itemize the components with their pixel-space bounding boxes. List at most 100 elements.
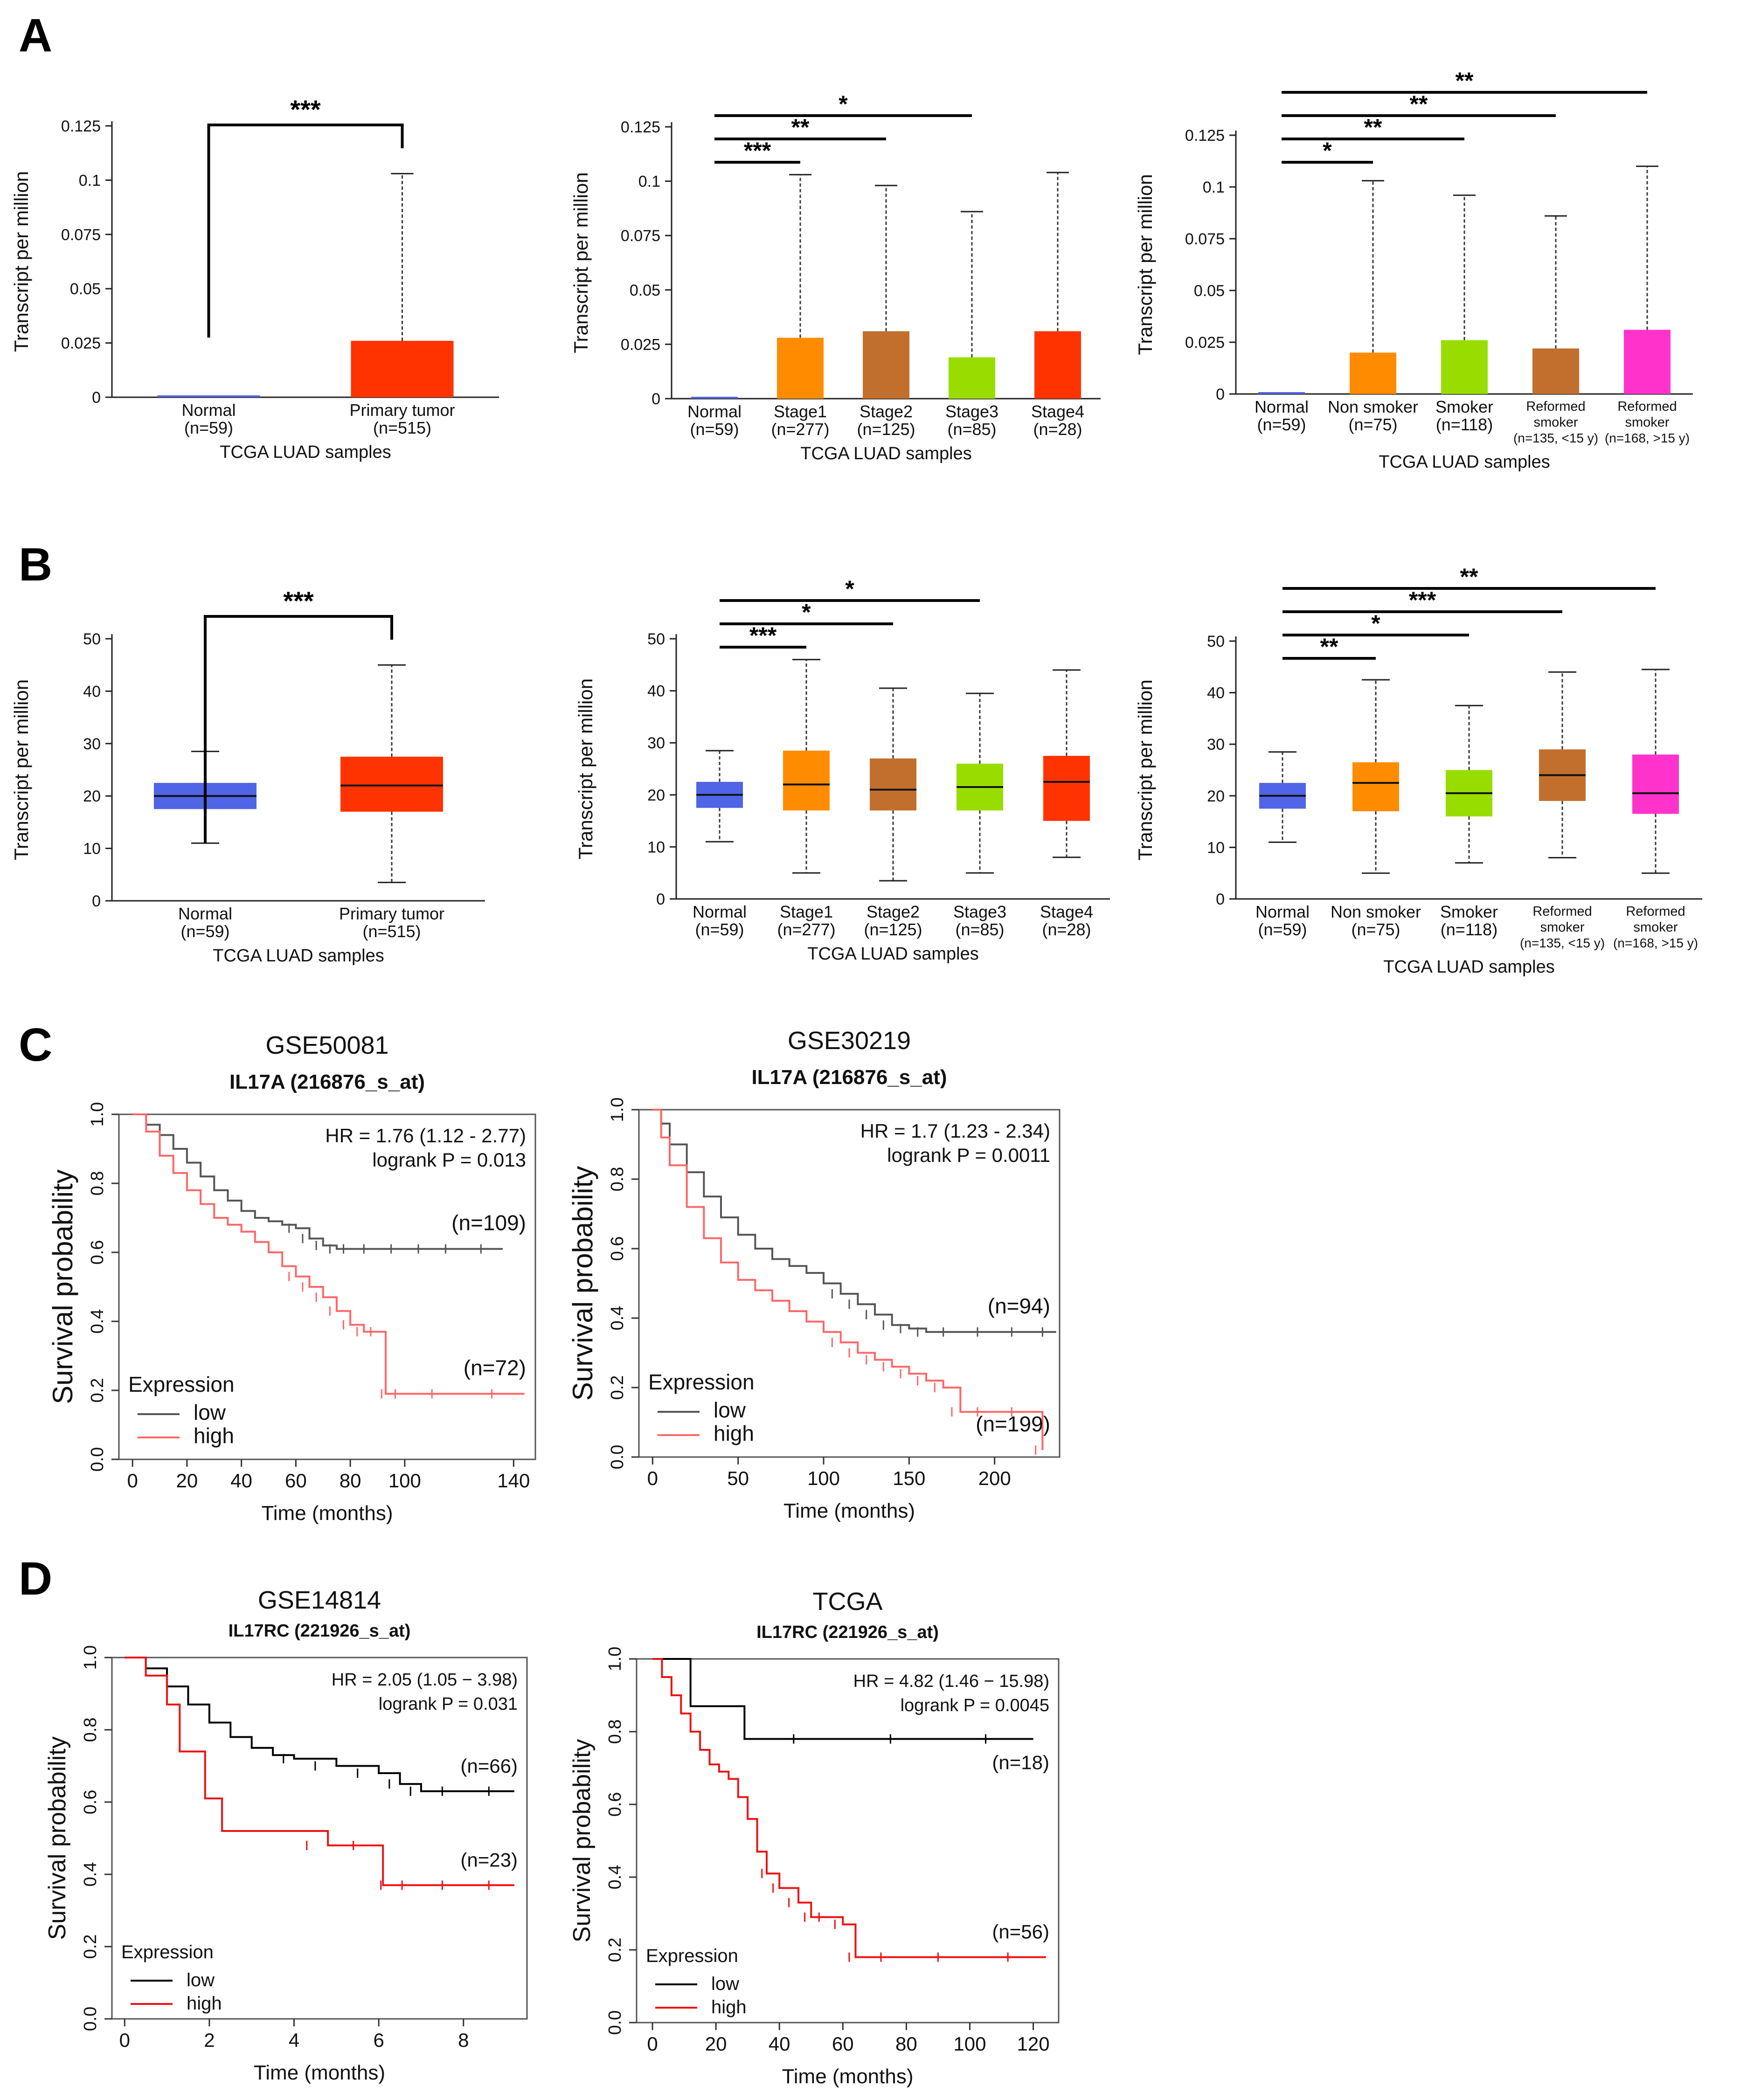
x-tick-label: Smoker [1440,902,1498,921]
y-tick-label: 0.0 [605,2010,625,2035]
y-tick-label: 0.8 [81,1718,100,1742]
y-tick-label: 0.0 [81,2007,100,2031]
significance-label: * [1323,138,1332,164]
bar [1350,352,1396,394]
y-tick-label: 0.2 [608,1375,627,1400]
x-tick-label: Normal [178,904,232,923]
y-tick-label: 0.0 [88,1447,107,1472]
y-tick-label: 50 [647,630,665,648]
legend-label-high: high [714,1421,754,1445]
significance-label: * [1371,610,1380,636]
x-tick-label: Stage2 [867,902,920,921]
chart-subtitle: IL17RC (221926_s_at) [756,1623,939,1642]
x-tick-count: (n=135, <15 y) [1520,936,1605,950]
panel-label-b: B [19,539,52,591]
x-tick-label: Stage2 [860,402,913,421]
x-tick-label: 20 [176,1470,198,1492]
x-tick-label: 60 [285,1470,307,1492]
chart-a2: 0 0.025 0.05 0.075 0.1 0.125 Transcript per mi… [570,91,1101,463]
y-tick-label: 1.0 [88,1102,107,1127]
y-tick-label: 0.2 [605,1938,625,1962]
y-tick-label: 40 [1207,684,1225,702]
y-axis-label: Transcript per million [10,679,32,860]
legend-label-low: low [187,1970,215,1990]
km-curve-high [125,1657,514,1886]
significance-label: *** [1409,587,1436,613]
km-curve-high [132,1113,525,1395]
hazard-ratio: HR = 1.76 (1.12 - 2.77) [325,1125,526,1147]
panel-label-c: C [19,1019,52,1071]
legend-label-low: low [194,1400,226,1424]
bar [949,357,995,399]
x-tick-label: 50 [727,1467,749,1489]
x-tick-count: (n=125) [864,920,922,939]
significance-label: ** [1460,564,1478,590]
legend-label-high: high [194,1423,234,1448]
x-tick-label: Stage4 [1040,902,1093,921]
bar [863,331,909,399]
x-axis-label: TCGA LUAD samples [800,444,971,463]
bar [1532,348,1579,394]
x-axis-label: TCGA LUAD samples [220,442,391,462]
x-tick-count: (n=125) [857,420,915,439]
x-tick-label: Reformed [1617,399,1677,414]
y-axis-label: Survival probability [567,1166,598,1401]
y-tick-label: 0.4 [81,1862,100,1887]
x-tick-label: Normal [687,402,742,421]
x-tick-count: (n=135, <15 y) [1513,431,1598,445]
x-tick-label: Normal [1255,902,1310,921]
box [783,750,830,811]
x-axis-label: Time (months) [782,2065,914,2088]
x-tick-label: Non smoker [1331,902,1421,921]
y-tick-label: 0 [92,892,101,910]
x-tick-count: (n=277) [777,920,835,939]
significance-label: ** [1410,91,1428,117]
significance-label: ** [791,114,810,140]
x-tick-label: Stage3 [953,902,1006,921]
chart-d1: GSE14814 IL17RC (221926_s_at) 0.0 0.2 0.4 0.6… [44,1586,528,2084]
legend-title: Expression [648,1370,755,1394]
n-label-high: (n=72) [464,1355,526,1380]
y-tick-label: 0.8 [605,1720,625,1744]
y-axis-label: Survival probability [47,1169,78,1404]
significance-label: *** [749,622,777,649]
significance-label: *** [744,138,771,164]
x-tick-label: 4 [289,2029,299,2051]
x-tick-label: 20 [705,2033,727,2055]
legend-label-low: low [711,1974,739,1994]
n-label-low: (n=94) [988,1294,1050,1318]
significance-label: * [845,576,854,602]
y-tick-label: 30 [647,734,665,752]
chart-c2: GSE30219 IL17A (216876_s_at) 0.0 0.2 0.4 0.6 0… [567,1027,1061,1522]
y-tick-label: 0.1 [79,172,101,189]
y-tick-label: 30 [1207,736,1225,753]
box [340,756,443,812]
y-tick-label: 0.075 [61,226,101,244]
significance-label: ** [1320,634,1338,660]
x-tick-label: 120 [1017,2033,1050,2055]
x-tick-count: (n=59) [690,420,739,439]
bar [1441,340,1488,394]
x-tick-count: (n=515) [362,922,421,941]
y-tick-label: 0 [1216,891,1225,908]
logrank-p: logrank P = 0.013 [372,1149,526,1171]
chart-c1: GSE50081 IL17A (216876_s_at) 0.0 0.2 0.4 0.6 0… [47,1031,536,1525]
y-tick-label: 0.025 [61,335,101,352]
x-tick-label: Reformed [1626,904,1685,919]
x-tick-label: Normal [181,401,236,420]
x-tick-label: Stage1 [774,402,827,421]
x-tick-label: Normal [1255,397,1309,416]
y-axis-label: Transcript per million [1134,174,1156,355]
x-axis-label: TCGA LUAD samples [1379,452,1550,472]
chart-subtitle: IL17A (216876_s_at) [751,1066,947,1089]
legend-title: Expression [128,1372,235,1396]
x-tick-count: (n=168, >15 y) [1613,936,1698,950]
y-tick-label: 0.6 [605,1792,625,1817]
x-tick-label: Stage3 [945,402,998,421]
n-label-low: (n=109) [451,1211,526,1235]
bar [1034,331,1081,399]
x-tick-label: 60 [832,2033,854,2055]
x-tick-label: 0 [647,2033,658,2055]
x-axis-label: TCGA LUAD samples [1383,957,1554,977]
